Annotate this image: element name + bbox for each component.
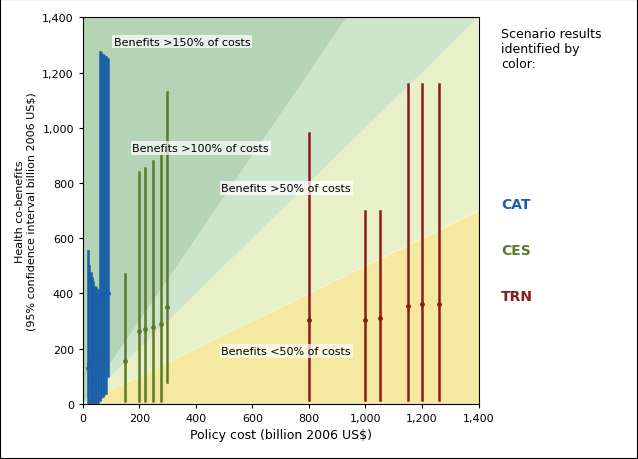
Text: CAT: CAT bbox=[501, 197, 530, 211]
Text: Scenario results
identified by
color:: Scenario results identified by color: bbox=[501, 28, 602, 70]
Text: Benefits >100% of costs: Benefits >100% of costs bbox=[133, 144, 269, 154]
Text: Benefits <50% of costs: Benefits <50% of costs bbox=[221, 346, 351, 356]
Polygon shape bbox=[83, 18, 478, 404]
Text: Benefits >50% of costs: Benefits >50% of costs bbox=[221, 184, 351, 194]
Y-axis label: Health co-benefits
(95% confidence interval billion 2006 US$): Health co-benefits (95% confidence inter… bbox=[15, 92, 37, 330]
Polygon shape bbox=[83, 18, 478, 404]
Polygon shape bbox=[83, 211, 478, 404]
Text: TRN: TRN bbox=[501, 289, 533, 303]
Text: Benefits >150% of costs: Benefits >150% of costs bbox=[114, 38, 251, 48]
X-axis label: Policy cost (billion 2006 US$): Policy cost (billion 2006 US$) bbox=[189, 428, 372, 442]
Polygon shape bbox=[83, 18, 346, 404]
Text: CES: CES bbox=[501, 243, 531, 257]
